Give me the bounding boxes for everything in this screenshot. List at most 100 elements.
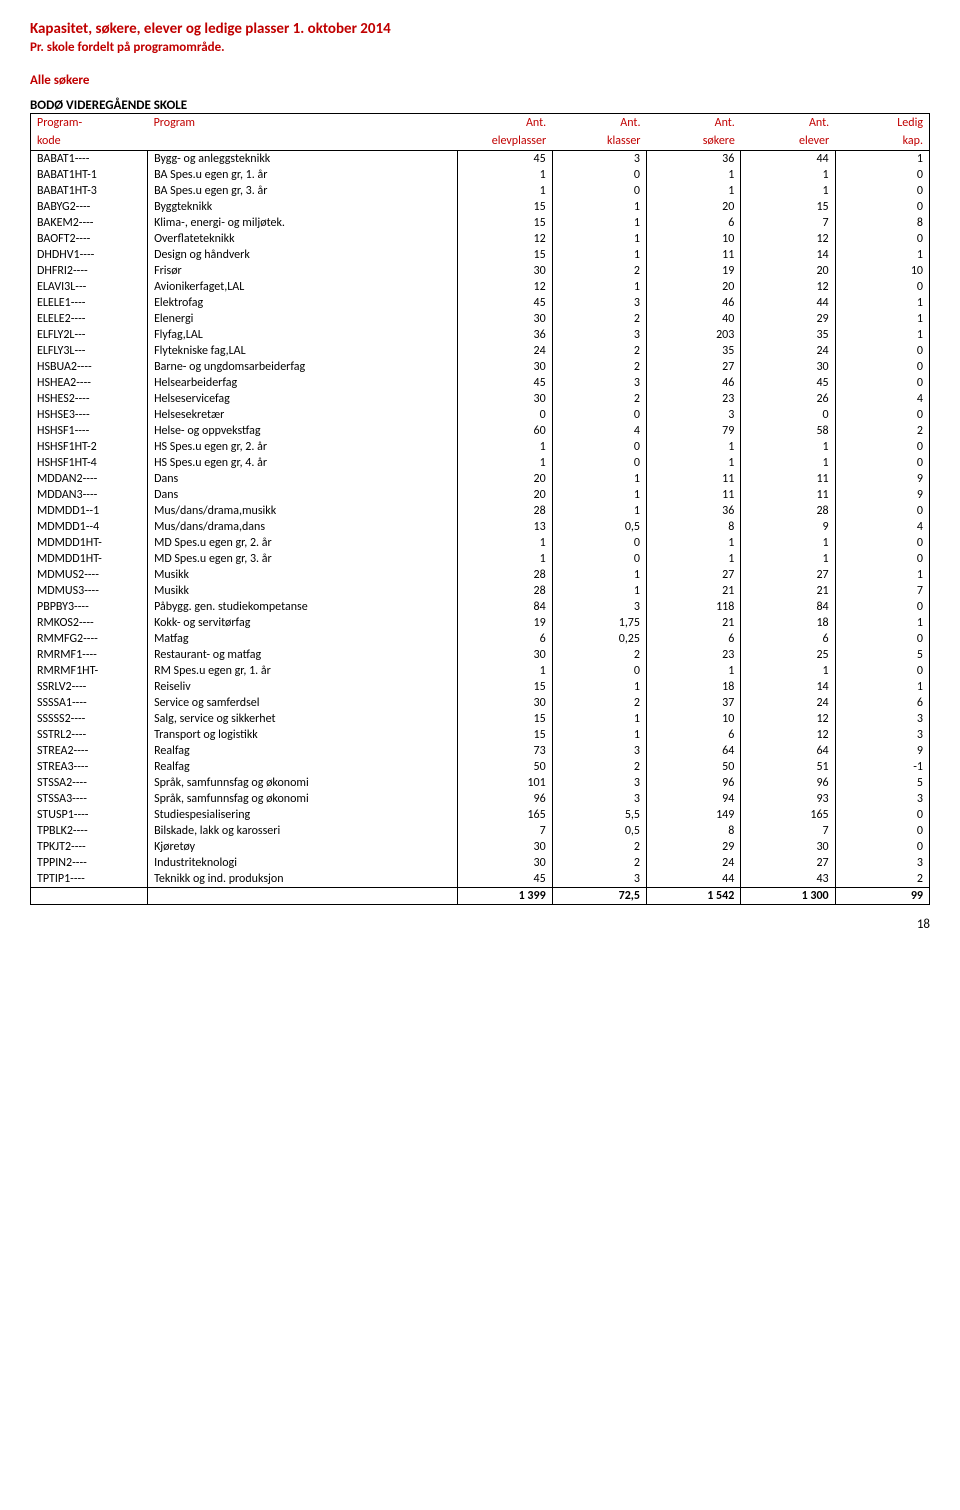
- table-cell: 1: [835, 247, 929, 263]
- table-cell: 20: [458, 471, 552, 487]
- table-cell: Design og håndverk: [148, 247, 458, 263]
- table-cell: 0: [552, 407, 646, 423]
- table-cell: 9: [741, 519, 835, 535]
- table-cell: 2: [835, 871, 929, 888]
- table-cell: 1: [646, 551, 740, 567]
- table-cell: 30: [741, 359, 835, 375]
- table-cell: 1: [741, 535, 835, 551]
- table-cell: Musikk: [148, 567, 458, 583]
- table-cell: 15: [458, 247, 552, 263]
- table-cell: 165: [741, 807, 835, 823]
- table-cell: 2: [552, 839, 646, 855]
- table-cell: 3: [646, 407, 740, 423]
- table-cell: MDMDD1HT-: [31, 535, 148, 551]
- table-cell: 12: [741, 727, 835, 743]
- table-total-cell: 1 542: [646, 888, 740, 905]
- table-cell: 64: [741, 743, 835, 759]
- table-cell: 12: [741, 231, 835, 247]
- table-cell: 0: [835, 807, 929, 823]
- table-row: RMRMF1----Restaurant- og matfag30223255: [31, 647, 930, 663]
- table-cell: 21: [646, 583, 740, 599]
- table-cell: Teknikk og ind. produksjon: [148, 871, 458, 888]
- table-cell: 9: [835, 471, 929, 487]
- table-cell: 1: [741, 551, 835, 567]
- table-cell: 4: [835, 519, 929, 535]
- table-cell: 20: [741, 263, 835, 279]
- table-cell: 1: [835, 615, 929, 631]
- table-cell: BABAT1HT-3: [31, 183, 148, 199]
- table-row: TPTIP1----Teknikk og ind. produksjon4534…: [31, 871, 930, 888]
- table-cell: 10: [646, 231, 740, 247]
- table-cell: 2: [552, 647, 646, 663]
- col-header-program-2: [148, 132, 458, 151]
- table-cell: Helse- og oppvekstfag: [148, 423, 458, 439]
- table-cell: 15: [458, 679, 552, 695]
- table-cell: 1: [552, 711, 646, 727]
- table-cell: 1: [835, 311, 929, 327]
- table-cell: 5,5: [552, 807, 646, 823]
- col-header-elevplasser-2: elevplasser: [458, 132, 552, 151]
- table-cell: Kjøretøy: [148, 839, 458, 855]
- table-cell: Bygg- og anleggsteknikk: [148, 151, 458, 168]
- table-cell: 26: [741, 391, 835, 407]
- table-cell: Flyfag,LAL: [148, 327, 458, 343]
- table-cell: 1: [552, 679, 646, 695]
- table-cell: 9: [835, 743, 929, 759]
- table-row: ELELE1----Elektrofag45346441: [31, 295, 930, 311]
- table-cell: 44: [741, 295, 835, 311]
- school-name: BODØ VIDEREGÅENDE SKOLE: [30, 98, 930, 113]
- table-cell: 3: [552, 871, 646, 888]
- table-cell: Flytekniske fag,LAL: [148, 343, 458, 359]
- table-cell: TPTIP1----: [31, 871, 148, 888]
- table-total-cell: 1 399: [458, 888, 552, 905]
- table-cell: Industriteknologi: [148, 855, 458, 871]
- table-row: BAOFT2----Overflateteknikk12110120: [31, 231, 930, 247]
- table-row: ELELE2----Elenergi30240291: [31, 311, 930, 327]
- table-cell: 64: [646, 743, 740, 759]
- table-cell: 28: [741, 503, 835, 519]
- table-cell: Kokk- og servitørfag: [148, 615, 458, 631]
- table-row: BABAT1HT-1BA Spes.u egen gr, 1. år10110: [31, 167, 930, 183]
- table-cell: Elenergi: [148, 311, 458, 327]
- col-header-sokere-2: søkere: [646, 132, 740, 151]
- table-row: HSHSF1HT-4HS Spes.u egen gr, 4. år10110: [31, 455, 930, 471]
- table-cell: 3: [552, 743, 646, 759]
- table-cell: Realfag: [148, 759, 458, 775]
- table-cell: 11: [741, 471, 835, 487]
- table-cell: STSSA3----: [31, 791, 148, 807]
- table-cell: 12: [741, 279, 835, 295]
- table-cell: Språk, samfunnsfag og økonomi: [148, 791, 458, 807]
- table-cell: 3: [552, 151, 646, 168]
- table-cell: STSSA2----: [31, 775, 148, 791]
- table-cell: 36: [646, 151, 740, 168]
- table-cell: 1: [741, 439, 835, 455]
- table-cell: 0: [552, 183, 646, 199]
- table-cell: 0: [835, 663, 929, 679]
- table-cell: 1: [646, 183, 740, 199]
- table-cell: RMRMF1----: [31, 647, 148, 663]
- table-cell: 12: [741, 711, 835, 727]
- table-cell: MDDAN3----: [31, 487, 148, 503]
- table-cell: Helseservicefag: [148, 391, 458, 407]
- table-cell: 46: [646, 375, 740, 391]
- page-number: 18: [30, 917, 930, 932]
- table-cell: 45: [741, 375, 835, 391]
- table-cell: -1: [835, 759, 929, 775]
- table-cell: HS Spes.u egen gr, 2. år: [148, 439, 458, 455]
- table-cell: 96: [458, 791, 552, 807]
- table-cell: 0: [835, 839, 929, 855]
- table-row: MDMUS3----Musikk28121217: [31, 583, 930, 599]
- table-cell: 11: [741, 487, 835, 503]
- table-cell: BABYG2----: [31, 199, 148, 215]
- table-cell: BA Spes.u egen gr, 1. år: [148, 167, 458, 183]
- capacity-table: Program- Program Ant. Ant. Ant. Ant. Led…: [30, 113, 930, 905]
- table-cell: 45: [458, 295, 552, 311]
- table-cell: 1: [458, 551, 552, 567]
- table-cell: 50: [458, 759, 552, 775]
- table-cell: 2: [835, 423, 929, 439]
- table-cell: 1: [835, 151, 929, 168]
- table-cell: 27: [741, 855, 835, 871]
- table-cell: 0: [835, 439, 929, 455]
- table-cell: 19: [646, 263, 740, 279]
- table-cell: MDMUS3----: [31, 583, 148, 599]
